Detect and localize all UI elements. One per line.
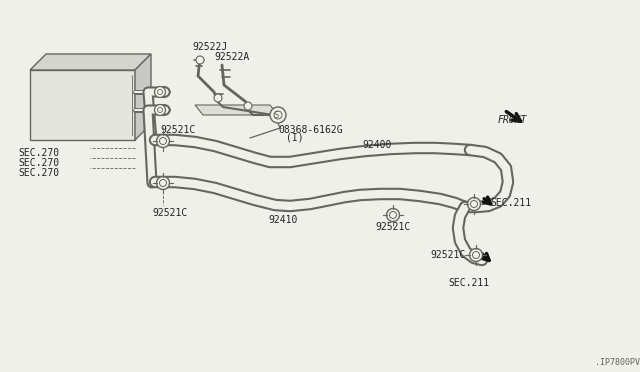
Text: 92521C: 92521C: [160, 125, 195, 135]
Text: 92522A: 92522A: [214, 52, 249, 62]
Circle shape: [387, 208, 399, 221]
Text: 08368-6162G: 08368-6162G: [278, 125, 342, 135]
Text: SEC.211: SEC.211: [448, 278, 489, 288]
Text: SEC.211: SEC.211: [490, 198, 531, 208]
Polygon shape: [30, 54, 151, 70]
Text: 92400: 92400: [362, 140, 392, 150]
Circle shape: [154, 87, 166, 97]
Text: 92521C: 92521C: [375, 222, 410, 232]
Text: S: S: [274, 111, 279, 120]
Circle shape: [154, 105, 166, 115]
Circle shape: [196, 56, 204, 64]
Circle shape: [244, 102, 252, 110]
Text: SEC.270: SEC.270: [18, 168, 59, 178]
Text: 92521C: 92521C: [152, 208, 188, 218]
Text: FRONT: FRONT: [498, 115, 527, 125]
Circle shape: [214, 94, 222, 102]
Circle shape: [157, 176, 170, 189]
Text: 92521C: 92521C: [430, 250, 465, 260]
Circle shape: [467, 198, 481, 211]
Circle shape: [157, 135, 170, 148]
Polygon shape: [195, 105, 278, 115]
Text: 92522J: 92522J: [192, 42, 227, 52]
Polygon shape: [135, 54, 151, 140]
Text: SEC.270: SEC.270: [18, 148, 59, 158]
Text: 92410: 92410: [268, 215, 298, 225]
Text: .IP7800PV: .IP7800PV: [595, 358, 640, 367]
Circle shape: [470, 248, 483, 262]
Polygon shape: [30, 70, 135, 140]
Circle shape: [270, 107, 286, 123]
Text: (I): (I): [286, 133, 303, 143]
Text: SEC.270: SEC.270: [18, 158, 59, 168]
